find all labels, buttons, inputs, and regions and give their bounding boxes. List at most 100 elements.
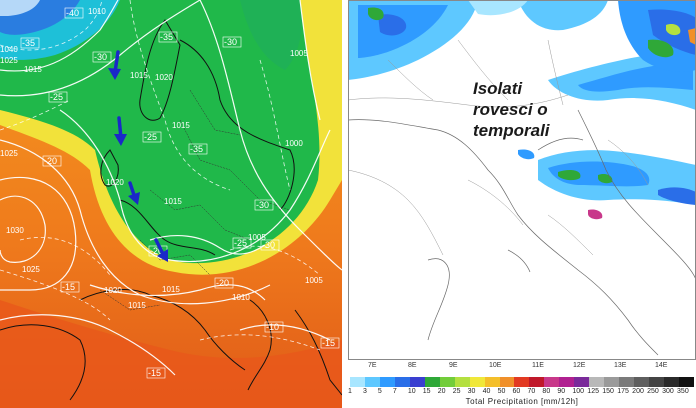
- isotherm-label: -15: [322, 338, 335, 348]
- legend-level-label: 25: [452, 388, 461, 395]
- legend-swatch: [469, 377, 485, 387]
- longitude-label: 13E: [614, 362, 627, 369]
- arrow-icon: [128, 181, 140, 205]
- isotherm-label: -30: [94, 52, 107, 62]
- legend-swatch: [364, 377, 380, 387]
- isobar-label: 1025: [0, 149, 18, 158]
- legend-swatch: [664, 377, 679, 387]
- isotherm-label: -20: [150, 246, 163, 256]
- legend-labels: 1 3 5 7 10 15 20 25 30 40 50 60 70 80 90 100 125 150 175 20…: [348, 388, 696, 397]
- precipitation-map-panel: Isolati rovesci o temporali 7E 8E 9E 10E…: [348, 0, 696, 408]
- isotherm-label: -15: [148, 368, 161, 378]
- legend-level-label: 3: [362, 388, 367, 395]
- legend-level-label: 125: [587, 388, 599, 395]
- legend-level-label: 350: [677, 388, 689, 395]
- longitude-label: 7E: [368, 362, 377, 369]
- legend-title: Total Precipitation [mm/12h]: [465, 397, 579, 406]
- legend-swatch: [439, 377, 455, 387]
- legend-swatch: [559, 377, 575, 387]
- legend-swatch: [529, 377, 545, 387]
- isotherm-label: -35: [22, 38, 35, 48]
- legend-level-label: 150: [602, 388, 614, 395]
- legend-swatch: [484, 377, 500, 387]
- isobar-label: 1010: [232, 293, 250, 302]
- isobar-label: 1025: [0, 56, 18, 65]
- legend-swatch: [350, 377, 365, 387]
- isotherm-label: -40: [66, 8, 79, 18]
- panel-divider: [342, 0, 348, 408]
- legend-level-label: 200: [632, 388, 644, 395]
- isotherm-label: -35: [160, 32, 173, 42]
- isobar-labels: 1010 1015 1020 1015 1000 1005 1005 1010 …: [0, 7, 323, 310]
- arrow-icon: [154, 238, 168, 262]
- longitude-label: 11E: [532, 362, 544, 369]
- borders: [99, 89, 291, 311]
- coastlines: [348, 109, 696, 356]
- isobar-label: 1005: [305, 276, 323, 285]
- isotherm-label: -30: [262, 240, 275, 250]
- isobar-label: 1020: [104, 286, 122, 295]
- legend-swatch: [454, 377, 470, 387]
- legend-level-label: 50: [497, 388, 506, 395]
- legend-swatch: [544, 377, 560, 387]
- legend-level-label: 90: [557, 388, 566, 395]
- precipitation-legend: [350, 377, 694, 387]
- isotherm-label: -10: [266, 322, 279, 332]
- legend-level-label: 300: [662, 388, 674, 395]
- isobar-label: 1015: [24, 65, 42, 74]
- isotherm-label: -25: [144, 132, 157, 142]
- airflow-arrows: [108, 50, 168, 262]
- legend-level-label: 80: [542, 388, 551, 395]
- hot-airmass: [0, 300, 342, 408]
- isotherms: [0, 0, 321, 351]
- legend-swatch: [424, 377, 440, 387]
- isobar-label: 1005: [290, 49, 308, 58]
- legend-swatch: [394, 377, 410, 387]
- isobar-label: 1010: [88, 7, 106, 16]
- isobar-label: 1015: [130, 71, 148, 80]
- isobar-label: 1020: [155, 73, 173, 82]
- annotation-line: temporali: [473, 121, 550, 140]
- isotherm-label: -20: [44, 156, 57, 166]
- legend-level-label: 175: [617, 388, 629, 395]
- legend-level-label: 15: [422, 388, 431, 395]
- legend-swatch: [499, 377, 515, 387]
- isobar-label: 1020: [106, 178, 124, 187]
- borders: [348, 39, 649, 256]
- isobar-label: 1015: [162, 285, 180, 294]
- synoptic-map: 1010 1015 1020 1015 1000 1005 1005 1010 …: [0, 0, 342, 408]
- isotherm-label: -35: [190, 144, 203, 154]
- isobar-label: 1030: [6, 226, 24, 235]
- isotherm-label: -20: [216, 278, 229, 288]
- cold-trough: [0, 0, 320, 264]
- longitude-label: 8E: [408, 362, 417, 369]
- legend-swatch: [409, 377, 425, 387]
- isotherm-label: -15: [62, 282, 75, 292]
- arrow-icon: [108, 50, 121, 80]
- legend-swatch: [619, 377, 635, 387]
- isobar-label: 1015: [164, 197, 182, 206]
- isotherm-labels: -40 -35 -30 -35 -25 -30 -20 -15 -20 -15 …: [20, 7, 340, 379]
- legend-level-label: 40: [482, 388, 491, 395]
- precipitation-areas: [348, 0, 696, 220]
- isotherm-label: -25: [50, 92, 63, 102]
- legend-level-label: 20: [437, 388, 446, 395]
- legend-level-label: 60: [512, 388, 521, 395]
- isobar-label: 1025: [22, 265, 40, 274]
- isobar-label: 1015: [172, 121, 190, 130]
- isobar-label: 1000: [285, 139, 303, 148]
- legend-swatch: [604, 377, 620, 387]
- coastlines: [0, 19, 342, 401]
- legend-swatch: [379, 377, 395, 387]
- longitude-label: 10E: [489, 362, 502, 369]
- annotation-line: rovesci o: [473, 100, 548, 119]
- longitude-axis: 7E 8E 9E 10E 11E 12E 13E 14E: [348, 362, 696, 372]
- isotherm-label: -30: [224, 37, 237, 47]
- legend-swatch: [634, 377, 650, 387]
- legend-level-label: 1: [348, 388, 352, 395]
- legend-swatch: [514, 377, 530, 387]
- legend-level-label: 7: [392, 388, 397, 395]
- arrow-icon: [114, 116, 127, 146]
- longitude-label: 12E: [573, 362, 586, 369]
- legend-swatch: [649, 377, 665, 387]
